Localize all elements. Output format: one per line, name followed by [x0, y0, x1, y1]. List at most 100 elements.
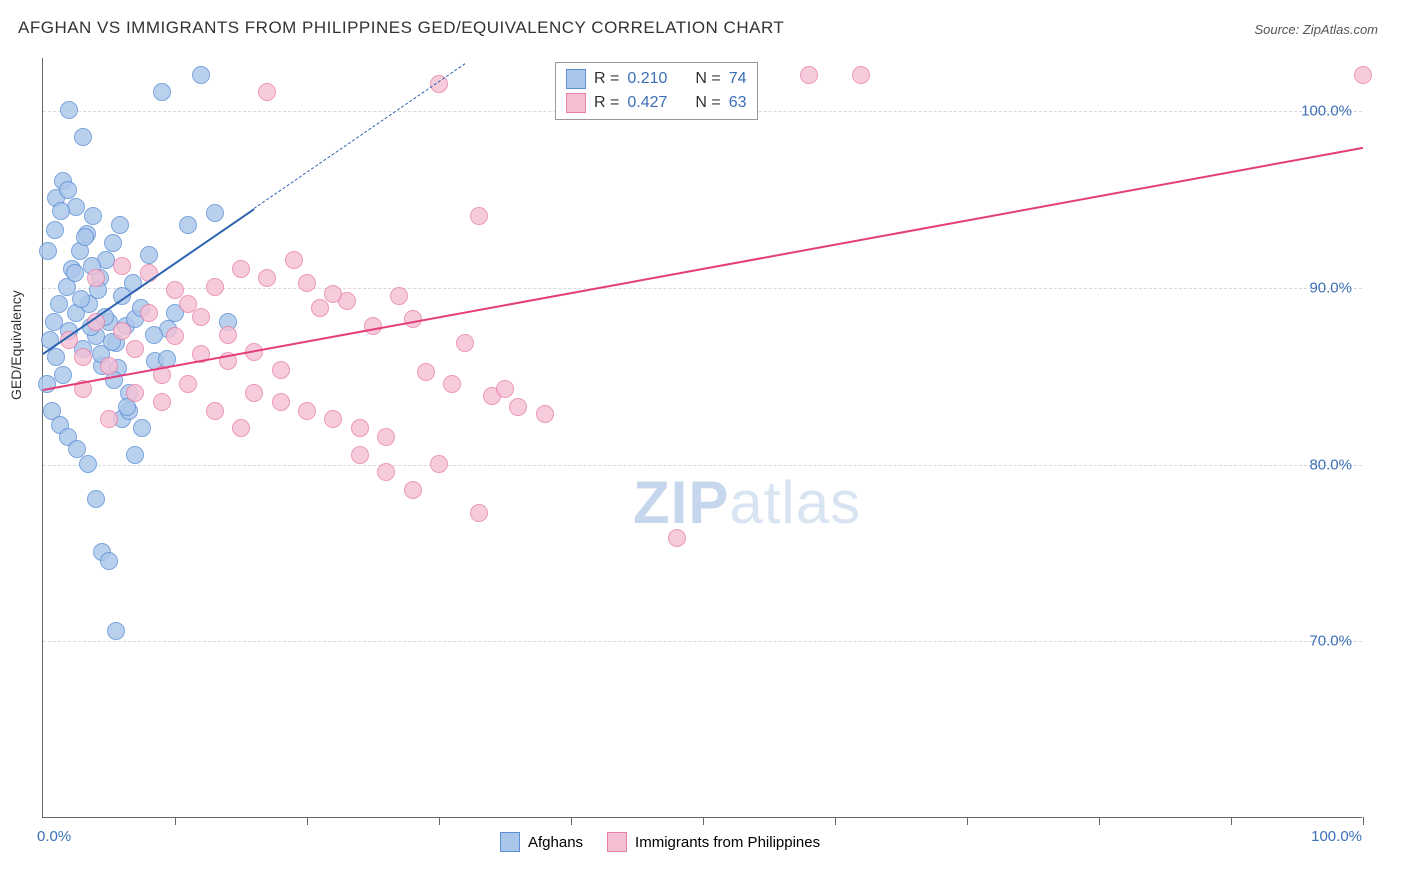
data-point — [470, 504, 488, 522]
y-tick-label: 80.0% — [1309, 456, 1352, 473]
x-tick — [1363, 817, 1364, 825]
data-point — [107, 622, 125, 640]
y-tick-label: 100.0% — [1301, 103, 1352, 120]
legend-swatch — [500, 832, 520, 852]
data-point — [66, 264, 84, 282]
data-point — [470, 207, 488, 225]
data-point — [668, 529, 686, 547]
data-point — [377, 463, 395, 481]
data-point — [258, 83, 276, 101]
data-point — [192, 66, 210, 84]
data-point — [298, 402, 316, 420]
data-point — [206, 278, 224, 296]
watermark-zip: ZIP — [633, 469, 729, 536]
data-point — [166, 327, 184, 345]
data-point — [87, 490, 105, 508]
data-point — [39, 242, 57, 260]
data-point — [100, 357, 118, 375]
data-point — [258, 269, 276, 287]
data-point — [104, 234, 122, 252]
data-point — [219, 326, 237, 344]
data-point — [456, 334, 474, 352]
data-point — [417, 363, 435, 381]
gridline-h — [43, 465, 1362, 466]
data-point — [100, 410, 118, 428]
data-point — [133, 419, 151, 437]
x-tick — [307, 817, 308, 825]
data-point — [126, 384, 144, 402]
data-point — [140, 304, 158, 322]
data-point — [72, 290, 90, 308]
data-point — [179, 216, 197, 234]
series-legend: Afghans Immigrants from Philippines — [500, 832, 820, 852]
data-point — [272, 393, 290, 411]
data-point — [377, 428, 395, 446]
data-point — [74, 128, 92, 146]
gridline-h — [43, 641, 1362, 642]
data-point — [272, 361, 290, 379]
data-point — [232, 419, 250, 437]
data-point — [351, 446, 369, 464]
y-tick-label: 90.0% — [1309, 279, 1352, 296]
data-point — [74, 348, 92, 366]
data-point — [443, 375, 461, 393]
x-tick — [439, 817, 440, 825]
data-point — [232, 260, 250, 278]
x-tick — [835, 817, 836, 825]
x-axis-label: 0.0% — [37, 828, 71, 845]
data-point — [47, 348, 65, 366]
n-value: 63 — [729, 94, 747, 112]
data-point — [60, 101, 78, 119]
x-tick — [175, 817, 176, 825]
data-point — [113, 322, 131, 340]
data-point — [298, 274, 316, 292]
data-point — [84, 207, 102, 225]
data-point — [179, 375, 197, 393]
data-point — [79, 455, 97, 473]
legend-swatch — [607, 832, 627, 852]
data-point — [126, 446, 144, 464]
data-point — [87, 269, 105, 287]
legend-swatch — [566, 69, 586, 89]
n-label: N = — [695, 70, 720, 88]
trend-line — [254, 63, 466, 209]
data-point — [324, 410, 342, 428]
y-tick-label: 70.0% — [1309, 633, 1352, 650]
data-point — [166, 281, 184, 299]
data-point — [153, 393, 171, 411]
data-point — [50, 295, 68, 313]
r-label: R = — [594, 94, 619, 112]
source-attribution: Source: ZipAtlas.com — [1254, 22, 1378, 37]
data-point — [311, 299, 329, 317]
data-point — [126, 340, 144, 358]
data-point — [351, 419, 369, 437]
legend-item: Afghans — [500, 832, 583, 852]
x-tick — [703, 817, 704, 825]
data-point — [111, 216, 129, 234]
n-label: N = — [695, 94, 720, 112]
data-point — [113, 257, 131, 275]
x-tick — [1099, 817, 1100, 825]
data-point — [536, 405, 554, 423]
legend-row: R =0.427N =63 — [566, 91, 747, 115]
data-point — [52, 202, 70, 220]
legend-swatch — [566, 93, 586, 113]
data-point — [496, 380, 514, 398]
watermark-text: ZIPatlas — [633, 468, 861, 537]
data-point — [404, 481, 422, 499]
watermark-atlas: atlas — [729, 469, 861, 536]
data-point — [140, 246, 158, 264]
data-point — [364, 317, 382, 335]
x-axis-label: 100.0% — [1311, 828, 1362, 845]
scatter-plot-area: ZIPatlas 70.0%80.0%90.0%100.0%0.0%100.0% — [42, 58, 1362, 818]
r-value: 0.210 — [627, 70, 667, 88]
legend-item: Immigrants from Philippines — [607, 832, 820, 852]
data-point — [153, 83, 171, 101]
chart-title: AFGHAN VS IMMIGRANTS FROM PHILIPPINES GE… — [18, 18, 784, 38]
correlation-legend: R =0.210N =74R =0.427N =63 — [555, 62, 758, 120]
data-point — [145, 326, 163, 344]
data-point — [509, 398, 527, 416]
data-point — [404, 310, 422, 328]
x-tick — [1231, 817, 1232, 825]
data-point — [46, 221, 64, 239]
